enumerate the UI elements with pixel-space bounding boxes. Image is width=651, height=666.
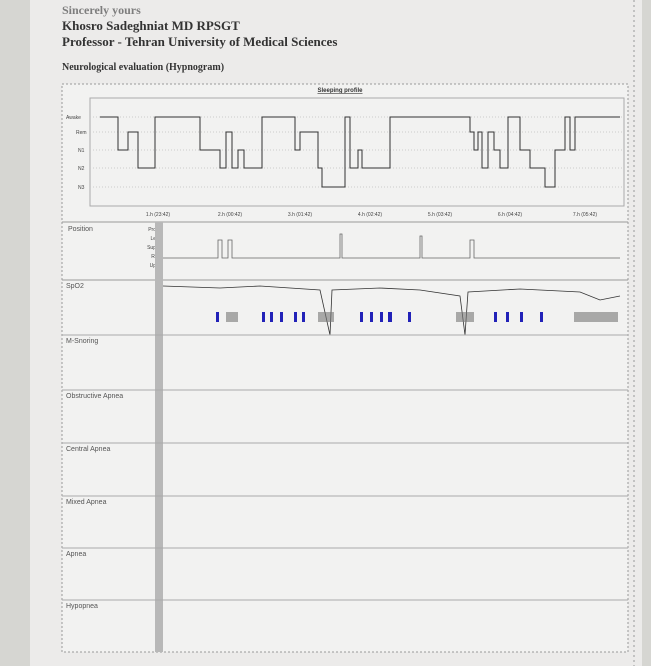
channel-label: Obstructive Apnea xyxy=(66,393,123,400)
page: Sincerely yours Khosro Sadeghniat MD RPS… xyxy=(0,0,651,666)
stage-label: N1 xyxy=(78,148,85,154)
time-label: 6.h (04:42) xyxy=(498,212,523,218)
stage-label: N3 xyxy=(78,185,85,191)
marker-bar xyxy=(155,222,163,652)
stage-label: Awake xyxy=(66,115,81,121)
closing: Sincerely yours xyxy=(62,3,141,17)
time-label: 5.h (03:42) xyxy=(428,212,453,218)
author-name: Khosro Sadeghniat MD RPSGT xyxy=(62,18,240,33)
channel-label: M-Snoring xyxy=(66,338,98,345)
position-label: Position xyxy=(68,226,93,233)
channel-label: Apnea xyxy=(66,551,86,558)
stage-label: N2 xyxy=(78,166,85,172)
channel-label: SpO2 xyxy=(66,283,84,290)
channel-label: Hypopnea xyxy=(66,603,98,610)
time-label: 7.h (05:42) xyxy=(573,212,598,218)
screenshot: Sincerely yours Khosro Sadeghniat MD RPS… xyxy=(0,0,651,666)
time-label: 3.h (01:42) xyxy=(288,212,313,218)
time-label: 2.h (00:42) xyxy=(218,212,243,218)
section-title: Neurological evaluation (Hypnogram) xyxy=(62,62,224,73)
hypnogram-title: Sleeping profile xyxy=(317,88,363,94)
channel-label: Central Apnea xyxy=(66,446,110,453)
position-level: Sup xyxy=(147,245,156,251)
time-label: 1.h (23:42) xyxy=(146,212,171,218)
stage-label: Rem xyxy=(76,130,87,136)
channel-label: Mixed Apnea xyxy=(66,499,107,506)
time-label: 4.h (02:42) xyxy=(358,212,383,218)
affiliation: Professor - Tehran University of Medical… xyxy=(62,34,337,49)
